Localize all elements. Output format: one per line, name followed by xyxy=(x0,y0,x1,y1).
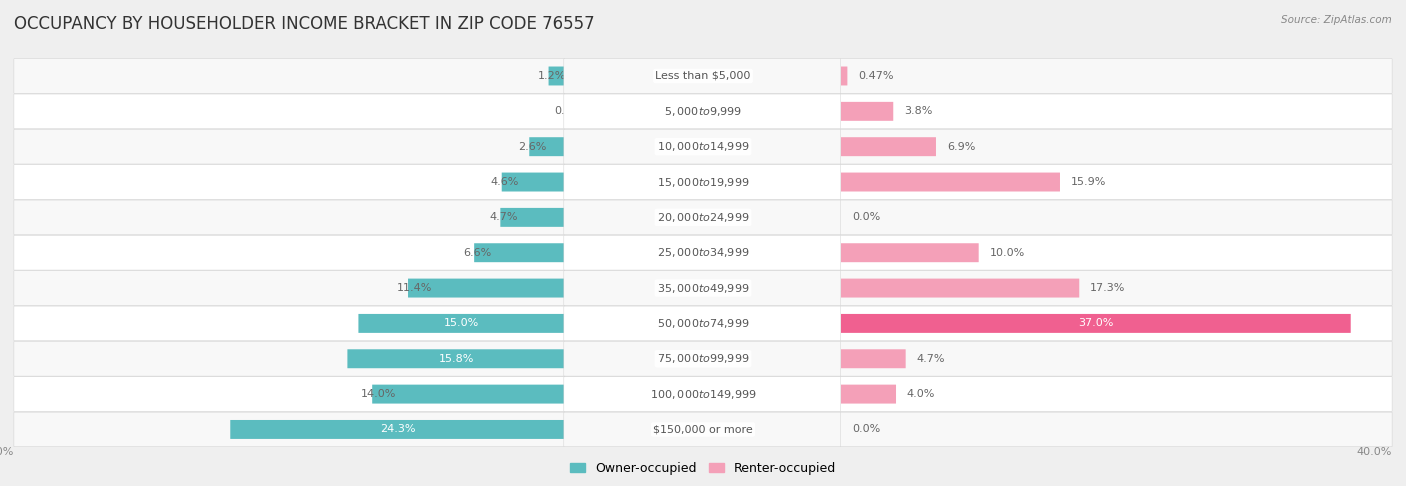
FancyBboxPatch shape xyxy=(564,377,842,412)
FancyBboxPatch shape xyxy=(347,349,565,368)
FancyBboxPatch shape xyxy=(841,94,1392,129)
FancyBboxPatch shape xyxy=(14,377,565,412)
FancyBboxPatch shape xyxy=(564,412,842,447)
FancyBboxPatch shape xyxy=(564,94,842,129)
Text: 4.6%: 4.6% xyxy=(491,177,519,187)
FancyBboxPatch shape xyxy=(359,314,565,333)
FancyBboxPatch shape xyxy=(548,67,565,86)
Text: 0.47%: 0.47% xyxy=(858,71,894,81)
Text: $50,000 to $74,999: $50,000 to $74,999 xyxy=(657,317,749,330)
FancyBboxPatch shape xyxy=(14,165,565,199)
FancyBboxPatch shape xyxy=(14,412,565,447)
Text: $20,000 to $24,999: $20,000 to $24,999 xyxy=(657,211,749,224)
Text: 15.9%: 15.9% xyxy=(1071,177,1107,187)
Text: $10,000 to $14,999: $10,000 to $14,999 xyxy=(657,140,749,153)
FancyBboxPatch shape xyxy=(14,94,565,129)
FancyBboxPatch shape xyxy=(841,200,1392,235)
Text: 0.0%: 0.0% xyxy=(852,212,880,223)
FancyBboxPatch shape xyxy=(564,306,842,341)
FancyBboxPatch shape xyxy=(14,342,565,376)
Text: 14.0%: 14.0% xyxy=(361,389,396,399)
Text: 40.0%: 40.0% xyxy=(0,447,14,457)
FancyBboxPatch shape xyxy=(841,59,1392,93)
FancyBboxPatch shape xyxy=(502,173,565,191)
FancyBboxPatch shape xyxy=(841,342,1392,376)
Text: 4.7%: 4.7% xyxy=(489,212,517,223)
FancyBboxPatch shape xyxy=(474,243,565,262)
FancyBboxPatch shape xyxy=(564,342,842,376)
FancyBboxPatch shape xyxy=(14,200,565,235)
Text: $150,000 or more: $150,000 or more xyxy=(654,424,752,434)
FancyBboxPatch shape xyxy=(564,129,842,164)
Text: Less than $5,000: Less than $5,000 xyxy=(655,71,751,81)
FancyBboxPatch shape xyxy=(564,165,842,199)
FancyBboxPatch shape xyxy=(14,59,565,93)
Text: 24.3%: 24.3% xyxy=(380,424,416,434)
FancyBboxPatch shape xyxy=(841,129,1392,164)
Text: 4.0%: 4.0% xyxy=(907,389,935,399)
Text: 6.9%: 6.9% xyxy=(946,142,976,152)
FancyBboxPatch shape xyxy=(841,67,848,86)
Text: Source: ZipAtlas.com: Source: ZipAtlas.com xyxy=(1281,15,1392,25)
FancyBboxPatch shape xyxy=(841,314,1351,333)
Text: 37.0%: 37.0% xyxy=(1078,318,1114,329)
FancyBboxPatch shape xyxy=(841,235,1392,270)
Legend: Owner-occupied, Renter-occupied: Owner-occupied, Renter-occupied xyxy=(565,457,841,480)
FancyBboxPatch shape xyxy=(841,349,905,368)
FancyBboxPatch shape xyxy=(564,200,842,235)
Text: 3.8%: 3.8% xyxy=(904,106,932,116)
Text: 40.0%: 40.0% xyxy=(1357,447,1392,457)
Text: 15.8%: 15.8% xyxy=(439,354,474,364)
Text: OCCUPANCY BY HOUSEHOLDER INCOME BRACKET IN ZIP CODE 76557: OCCUPANCY BY HOUSEHOLDER INCOME BRACKET … xyxy=(14,15,595,33)
FancyBboxPatch shape xyxy=(841,384,896,403)
FancyBboxPatch shape xyxy=(841,271,1392,305)
FancyBboxPatch shape xyxy=(529,137,565,156)
FancyBboxPatch shape xyxy=(408,278,565,297)
FancyBboxPatch shape xyxy=(841,137,936,156)
FancyBboxPatch shape xyxy=(501,208,565,227)
Text: 17.3%: 17.3% xyxy=(1090,283,1126,293)
Text: 0.0%: 0.0% xyxy=(852,424,880,434)
Text: 4.7%: 4.7% xyxy=(917,354,945,364)
Text: $75,000 to $99,999: $75,000 to $99,999 xyxy=(657,352,749,365)
FancyBboxPatch shape xyxy=(14,306,565,341)
Text: $35,000 to $49,999: $35,000 to $49,999 xyxy=(657,281,749,295)
FancyBboxPatch shape xyxy=(841,278,1080,297)
FancyBboxPatch shape xyxy=(14,271,565,305)
Text: $25,000 to $34,999: $25,000 to $34,999 xyxy=(657,246,749,259)
Text: 6.6%: 6.6% xyxy=(463,248,492,258)
FancyBboxPatch shape xyxy=(841,165,1392,199)
FancyBboxPatch shape xyxy=(14,129,565,164)
Text: 0.0%: 0.0% xyxy=(554,106,582,116)
FancyBboxPatch shape xyxy=(564,271,842,305)
FancyBboxPatch shape xyxy=(564,59,842,93)
FancyBboxPatch shape xyxy=(373,384,565,403)
FancyBboxPatch shape xyxy=(841,173,1060,191)
FancyBboxPatch shape xyxy=(14,235,565,270)
Text: 11.4%: 11.4% xyxy=(396,283,433,293)
FancyBboxPatch shape xyxy=(564,235,842,270)
FancyBboxPatch shape xyxy=(841,306,1392,341)
FancyBboxPatch shape xyxy=(841,243,979,262)
FancyBboxPatch shape xyxy=(841,377,1392,412)
Text: 10.0%: 10.0% xyxy=(990,248,1025,258)
Text: $100,000 to $149,999: $100,000 to $149,999 xyxy=(650,388,756,400)
Text: $5,000 to $9,999: $5,000 to $9,999 xyxy=(664,105,742,118)
FancyBboxPatch shape xyxy=(231,420,565,439)
Text: 1.2%: 1.2% xyxy=(537,71,567,81)
Text: $15,000 to $19,999: $15,000 to $19,999 xyxy=(657,175,749,189)
Text: 2.6%: 2.6% xyxy=(519,142,547,152)
FancyBboxPatch shape xyxy=(841,102,893,121)
Text: 15.0%: 15.0% xyxy=(444,318,479,329)
FancyBboxPatch shape xyxy=(841,412,1392,447)
